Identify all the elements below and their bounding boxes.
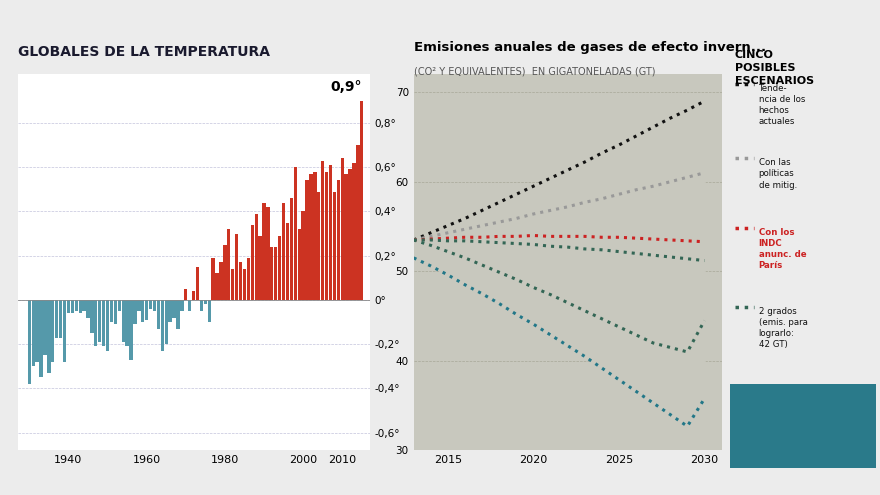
Bar (238, 262, 242, 300)
Bar (317, 192, 320, 300)
Bar (251, 225, 254, 300)
Bar (231, 269, 234, 300)
Bar (118, 300, 121, 311)
Bar (78, 300, 82, 313)
Bar (40, 300, 43, 377)
Bar (208, 300, 211, 322)
Bar (188, 300, 191, 311)
Bar (180, 300, 184, 311)
Bar (235, 234, 238, 300)
Text: 1,5 grados
(emis. para
lograrlo:
36 GT): 1,5 grados (emis. para lograrlo: 36 GT) (759, 396, 814, 438)
Bar (133, 300, 136, 324)
Text: Con los
INDC
anunc. de
París: Con los INDC anunc. de París (759, 228, 806, 270)
Bar (203, 300, 207, 304)
Bar (309, 174, 312, 300)
Text: CINCO
POSIBLES
ESCENARIOS: CINCO POSIBLES ESCENARIOS (735, 50, 814, 86)
Bar (165, 300, 168, 344)
Text: GLOBALES DE LA TEMPERATURA: GLOBALES DE LA TEMPERATURA (18, 46, 269, 59)
Bar (200, 300, 203, 311)
Bar (27, 300, 31, 384)
Text: (CO² Y EQUIVALENTES)  EN GIGATONELADAS (GT): (CO² Y EQUIVALENTES) EN GIGATONELADAS (G… (414, 67, 655, 77)
Bar (137, 300, 141, 311)
Bar (192, 291, 195, 300)
Bar (270, 247, 274, 300)
Bar (294, 167, 297, 300)
Bar (110, 300, 114, 322)
Bar (216, 273, 219, 300)
Bar (259, 236, 261, 300)
Bar (67, 300, 70, 313)
Bar (211, 258, 215, 300)
Bar (297, 229, 301, 300)
Bar (337, 181, 340, 300)
Text: Emisiones anuales de gases de efecto invern...: Emisiones anuales de gases de efecto inv… (414, 42, 766, 54)
Bar (55, 300, 58, 338)
Bar (102, 300, 106, 346)
Bar (302, 211, 304, 300)
Bar (75, 300, 78, 311)
Bar (282, 202, 285, 300)
Bar (344, 174, 348, 300)
Bar (360, 101, 363, 300)
Bar (262, 202, 266, 300)
Bar (83, 300, 85, 311)
Bar (59, 300, 62, 338)
Bar (157, 300, 160, 329)
Bar (149, 300, 152, 309)
Bar (286, 223, 290, 300)
Bar (172, 300, 176, 318)
Bar (98, 300, 101, 342)
Bar (184, 289, 187, 300)
Bar (153, 300, 156, 311)
Bar (161, 300, 164, 351)
Bar (329, 165, 332, 300)
Bar (356, 145, 360, 300)
Bar (352, 163, 356, 300)
Bar (321, 160, 325, 300)
Bar (348, 169, 352, 300)
Bar (313, 172, 317, 300)
Bar (114, 300, 117, 324)
Text: 2 grados
(emis. para
lograrlo:
42 GT): 2 grados (emis. para lograrlo: 42 GT) (759, 307, 808, 349)
Bar (126, 300, 128, 346)
Bar (246, 258, 250, 300)
Bar (227, 229, 231, 300)
Bar (94, 300, 98, 346)
Bar (267, 207, 269, 300)
Bar (341, 158, 344, 300)
Bar (121, 300, 125, 342)
Bar (91, 300, 93, 333)
Bar (243, 269, 246, 300)
Bar (274, 247, 277, 300)
Text: 0,9°: 0,9° (330, 80, 362, 94)
Bar (333, 192, 336, 300)
Text: Con las
políticas
de mitig.: Con las políticas de mitig. (759, 158, 796, 190)
Bar (141, 300, 144, 322)
Bar (168, 300, 172, 322)
Bar (35, 300, 39, 362)
Bar (106, 300, 109, 351)
Bar (51, 300, 55, 362)
Bar (176, 300, 180, 329)
Bar (305, 181, 309, 300)
Bar (145, 300, 149, 320)
Bar (196, 267, 199, 300)
Bar (32, 300, 35, 366)
Bar (62, 300, 66, 362)
Bar (86, 300, 90, 318)
Text: Tende-
ncia de los
hechos
actuales: Tende- ncia de los hechos actuales (759, 84, 805, 126)
Bar (278, 236, 282, 300)
Bar (70, 300, 74, 313)
Bar (219, 262, 223, 300)
Bar (325, 172, 328, 300)
Bar (43, 300, 47, 355)
Bar (254, 214, 258, 300)
Bar (224, 245, 226, 300)
Bar (129, 300, 133, 360)
Bar (48, 300, 50, 373)
Bar (290, 198, 293, 300)
